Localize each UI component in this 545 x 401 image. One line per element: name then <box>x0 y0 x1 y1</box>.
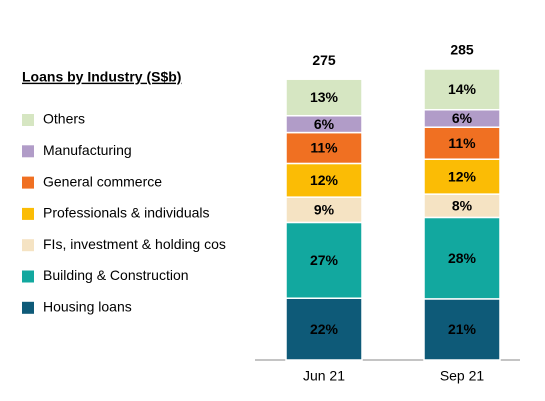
data-label: 22% <box>310 321 339 337</box>
total-label: 275 <box>312 52 336 68</box>
data-label: 11% <box>310 140 338 156</box>
bar-segment <box>285 221 363 299</box>
bar-segment <box>285 297 363 361</box>
legend-swatch <box>22 239 34 252</box>
bar-segment <box>285 131 363 165</box>
data-label: 8% <box>452 197 473 213</box>
data-label: 9% <box>314 201 335 217</box>
legend-swatch <box>22 207 34 220</box>
legend-label: General commerce <box>43 173 162 189</box>
data-label: 11% <box>448 135 476 151</box>
legend-title: Loans by Industry (S$b) <box>22 69 181 85</box>
legend-label: Housing loans <box>43 299 132 315</box>
legend-label: FIs, investment & holding cos <box>43 236 226 252</box>
bar-segment <box>423 216 501 300</box>
legend-swatch <box>22 145 34 158</box>
legend-swatch <box>22 270 34 283</box>
bar-segment <box>285 78 363 117</box>
data-label: 13% <box>310 89 339 105</box>
legend-swatch <box>22 114 34 126</box>
bar-segment <box>423 126 501 160</box>
data-label: 28% <box>448 250 477 266</box>
bar-segment <box>285 162 363 198</box>
legend-label: Professionals & individuals <box>43 205 210 221</box>
x-tick-label: Jun 21 <box>303 368 345 384</box>
total-label: 285 <box>450 42 474 58</box>
legend-label: Building & Construction <box>43 267 189 283</box>
data-label: 14% <box>448 81 477 97</box>
legend-label: Manufacturing <box>43 142 132 158</box>
legend-swatch <box>22 176 34 189</box>
legend-swatch <box>22 301 34 314</box>
data-label: 12% <box>448 168 477 184</box>
data-label: 6% <box>314 116 335 132</box>
data-label: 12% <box>310 172 339 188</box>
data-label: 6% <box>452 110 473 126</box>
data-label: 27% <box>310 252 339 268</box>
bar-segment <box>423 68 501 111</box>
legend-label: Others <box>43 111 85 127</box>
bar-segment <box>423 158 501 195</box>
bar-segment <box>423 298 501 361</box>
x-tick-label: Sep 21 <box>440 368 485 384</box>
data-label: 21% <box>448 321 477 337</box>
